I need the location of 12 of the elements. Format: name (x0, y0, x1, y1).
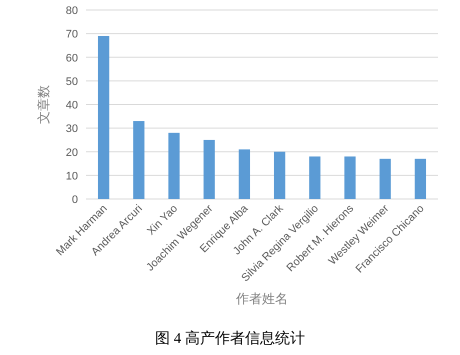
y-tick-label: 0 (72, 194, 78, 206)
y-axis-title: 文章数 (36, 85, 51, 124)
y-tick-label: 10 (66, 170, 78, 182)
y-tick-label: 60 (66, 52, 78, 64)
y-tick-label: 80 (66, 5, 78, 17)
y-tick-label: 20 (66, 146, 78, 159)
x-axis-title: 作者姓名 (235, 291, 288, 306)
y-tick-label: 70 (66, 28, 78, 41)
caption: 图 4 高产作者信息统计 (155, 330, 305, 347)
y-tick-label: 40 (66, 100, 78, 112)
y-tick-label: 30 (66, 123, 78, 136)
y-tick-label: 50 (66, 76, 78, 88)
